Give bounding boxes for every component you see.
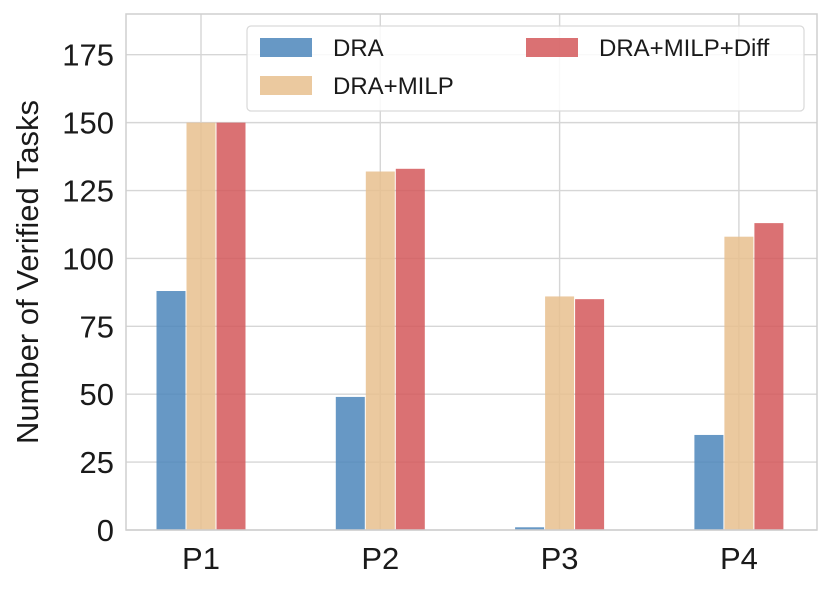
bar-p2-dra-milp-diff [395, 168, 425, 531]
y-tick-label: 100 [62, 241, 114, 276]
x-tick-labels: P1 P2 P3 P4 [182, 541, 758, 576]
y-tick-label: 175 [62, 38, 114, 73]
bar-p2-dra [335, 396, 365, 530]
bar-p4-dra-milp [724, 236, 754, 530]
x-tick-label-p1: P1 [182, 541, 220, 576]
bars [156, 122, 784, 531]
y-tick-label: 50 [80, 377, 114, 412]
y-axis-label: Number of Verified Tasks [10, 100, 45, 444]
legend-swatch-dra-milp [260, 76, 312, 95]
bar-p3-dra-milp [545, 296, 575, 530]
bar-p4-dra-milp-diff [754, 223, 784, 530]
bar-p3-dra-milp-diff [575, 299, 605, 530]
legend-swatch-dra [260, 38, 312, 57]
y-tick-label: 0 [97, 513, 114, 548]
y-tick-labels: 0 25 50 75 100 125 150 175 [62, 38, 114, 548]
legend-label-dra-milp: DRA+MILP [333, 73, 454, 100]
legend-swatch-dra-milp-diff [526, 38, 578, 57]
x-tick-label-p2: P2 [361, 541, 399, 576]
y-tick-label: 25 [80, 445, 114, 480]
bar-p3-dra [515, 527, 545, 530]
x-tick-label-p3: P3 [541, 541, 579, 576]
legend-frame [246, 25, 805, 112]
bar-p1-dra [156, 291, 186, 530]
y-tick-label: 125 [62, 174, 114, 209]
plot-frame [125, 13, 818, 531]
legend-label-dra-milp-diff: DRA+MILP+Diff [599, 35, 770, 62]
y-tick-label: 150 [62, 106, 114, 141]
bar-p4-dra [694, 434, 724, 530]
y-tick-label: 75 [80, 309, 114, 344]
legend: DRA DRA+MILP DRA+MILP+Diff [246, 25, 805, 112]
bar-p1-dra-milp [186, 122, 216, 530]
bar-p1-dra-milp-diff [216, 122, 246, 530]
x-tick-label-p4: P4 [720, 541, 758, 576]
legend-label-dra: DRA [333, 35, 384, 62]
bar-p2-dra-milp [365, 171, 395, 530]
